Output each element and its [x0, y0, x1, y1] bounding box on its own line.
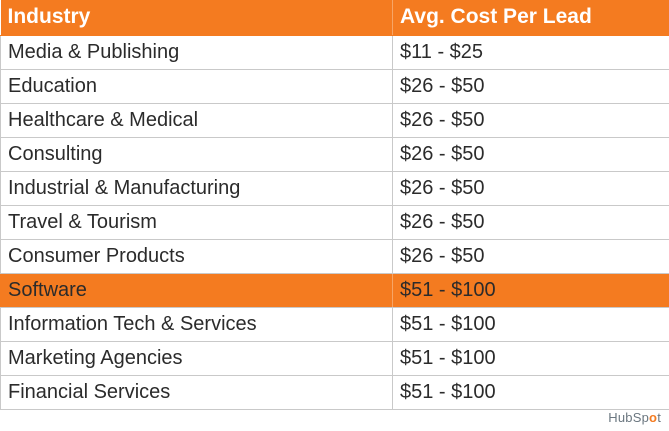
cost-cell: $51 - $100 — [392, 375, 669, 410]
cost-cell: $11 - $25 — [392, 35, 669, 70]
cost-cell: $26 - $50 — [392, 103, 669, 138]
table-row: Financial Services $51 - $100 — [0, 375, 669, 410]
logo-sprocket: o — [649, 410, 658, 425]
cost-cell: $26 - $50 — [392, 239, 669, 274]
industry-cell: Media & Publishing — [0, 35, 393, 70]
industry-cell: Healthcare & Medical — [0, 103, 393, 138]
column-header-cost: Avg. Cost Per Lead — [392, 0, 669, 36]
logo-text-prefix: HubSp — [608, 410, 650, 425]
industry-cell: Financial Services — [0, 375, 393, 410]
cost-cell: $26 - $50 — [392, 137, 669, 172]
table-row: Industrial & Manufacturing $26 - $50 — [0, 171, 669, 206]
table-body: Media & Publishing $11 - $25 Education $26 … — [0, 35, 669, 410]
column-header-industry: Industry — [0, 0, 393, 36]
cost-cell: $26 - $50 — [392, 171, 669, 206]
table-row: Consulting $26 - $50 — [0, 137, 669, 172]
industry-cell: Consumer Products — [0, 239, 393, 274]
industry-cell: Marketing Agencies — [0, 341, 393, 376]
cost-per-lead-table: Industry Avg. Cost Per Lead Media & Publ… — [0, 0, 669, 410]
table-header-row: Industry Avg. Cost Per Lead — [0, 0, 669, 36]
cost-cell: $26 - $50 — [392, 205, 669, 240]
table-row: Travel & Tourism $26 - $50 — [0, 205, 669, 240]
table-row: Consumer Products $26 - $50 — [0, 239, 669, 274]
industry-cell: Software — [0, 273, 393, 308]
table-row: Media & Publishing $11 - $25 — [0, 35, 669, 70]
industry-cell: Information Tech & Services — [0, 307, 393, 342]
industry-cell: Education — [0, 69, 393, 104]
cost-cell: $51 - $100 — [392, 341, 669, 376]
hubspot-logo: HubSpot — [608, 410, 661, 425]
industry-cell: Travel & Tourism — [0, 205, 393, 240]
table-row: Healthcare & Medical $26 - $50 — [0, 103, 669, 138]
industry-cell: Consulting — [0, 137, 393, 172]
table-row: Software $51 - $100 — [0, 273, 669, 308]
cost-per-lead-table-container: Industry Avg. Cost Per Lead Media & Publ… — [0, 0, 669, 410]
table-row: Information Tech & Services $51 - $100 — [0, 307, 669, 342]
cost-cell: $51 - $100 — [392, 307, 669, 342]
logo-text-suffix: t — [657, 410, 661, 425]
industry-cell: Industrial & Manufacturing — [0, 171, 393, 206]
cost-cell: $51 - $100 — [392, 273, 669, 308]
table-row: Education $26 - $50 — [0, 69, 669, 104]
cost-cell: $26 - $50 — [392, 69, 669, 104]
table-row: Marketing Agencies $51 - $100 — [0, 341, 669, 376]
